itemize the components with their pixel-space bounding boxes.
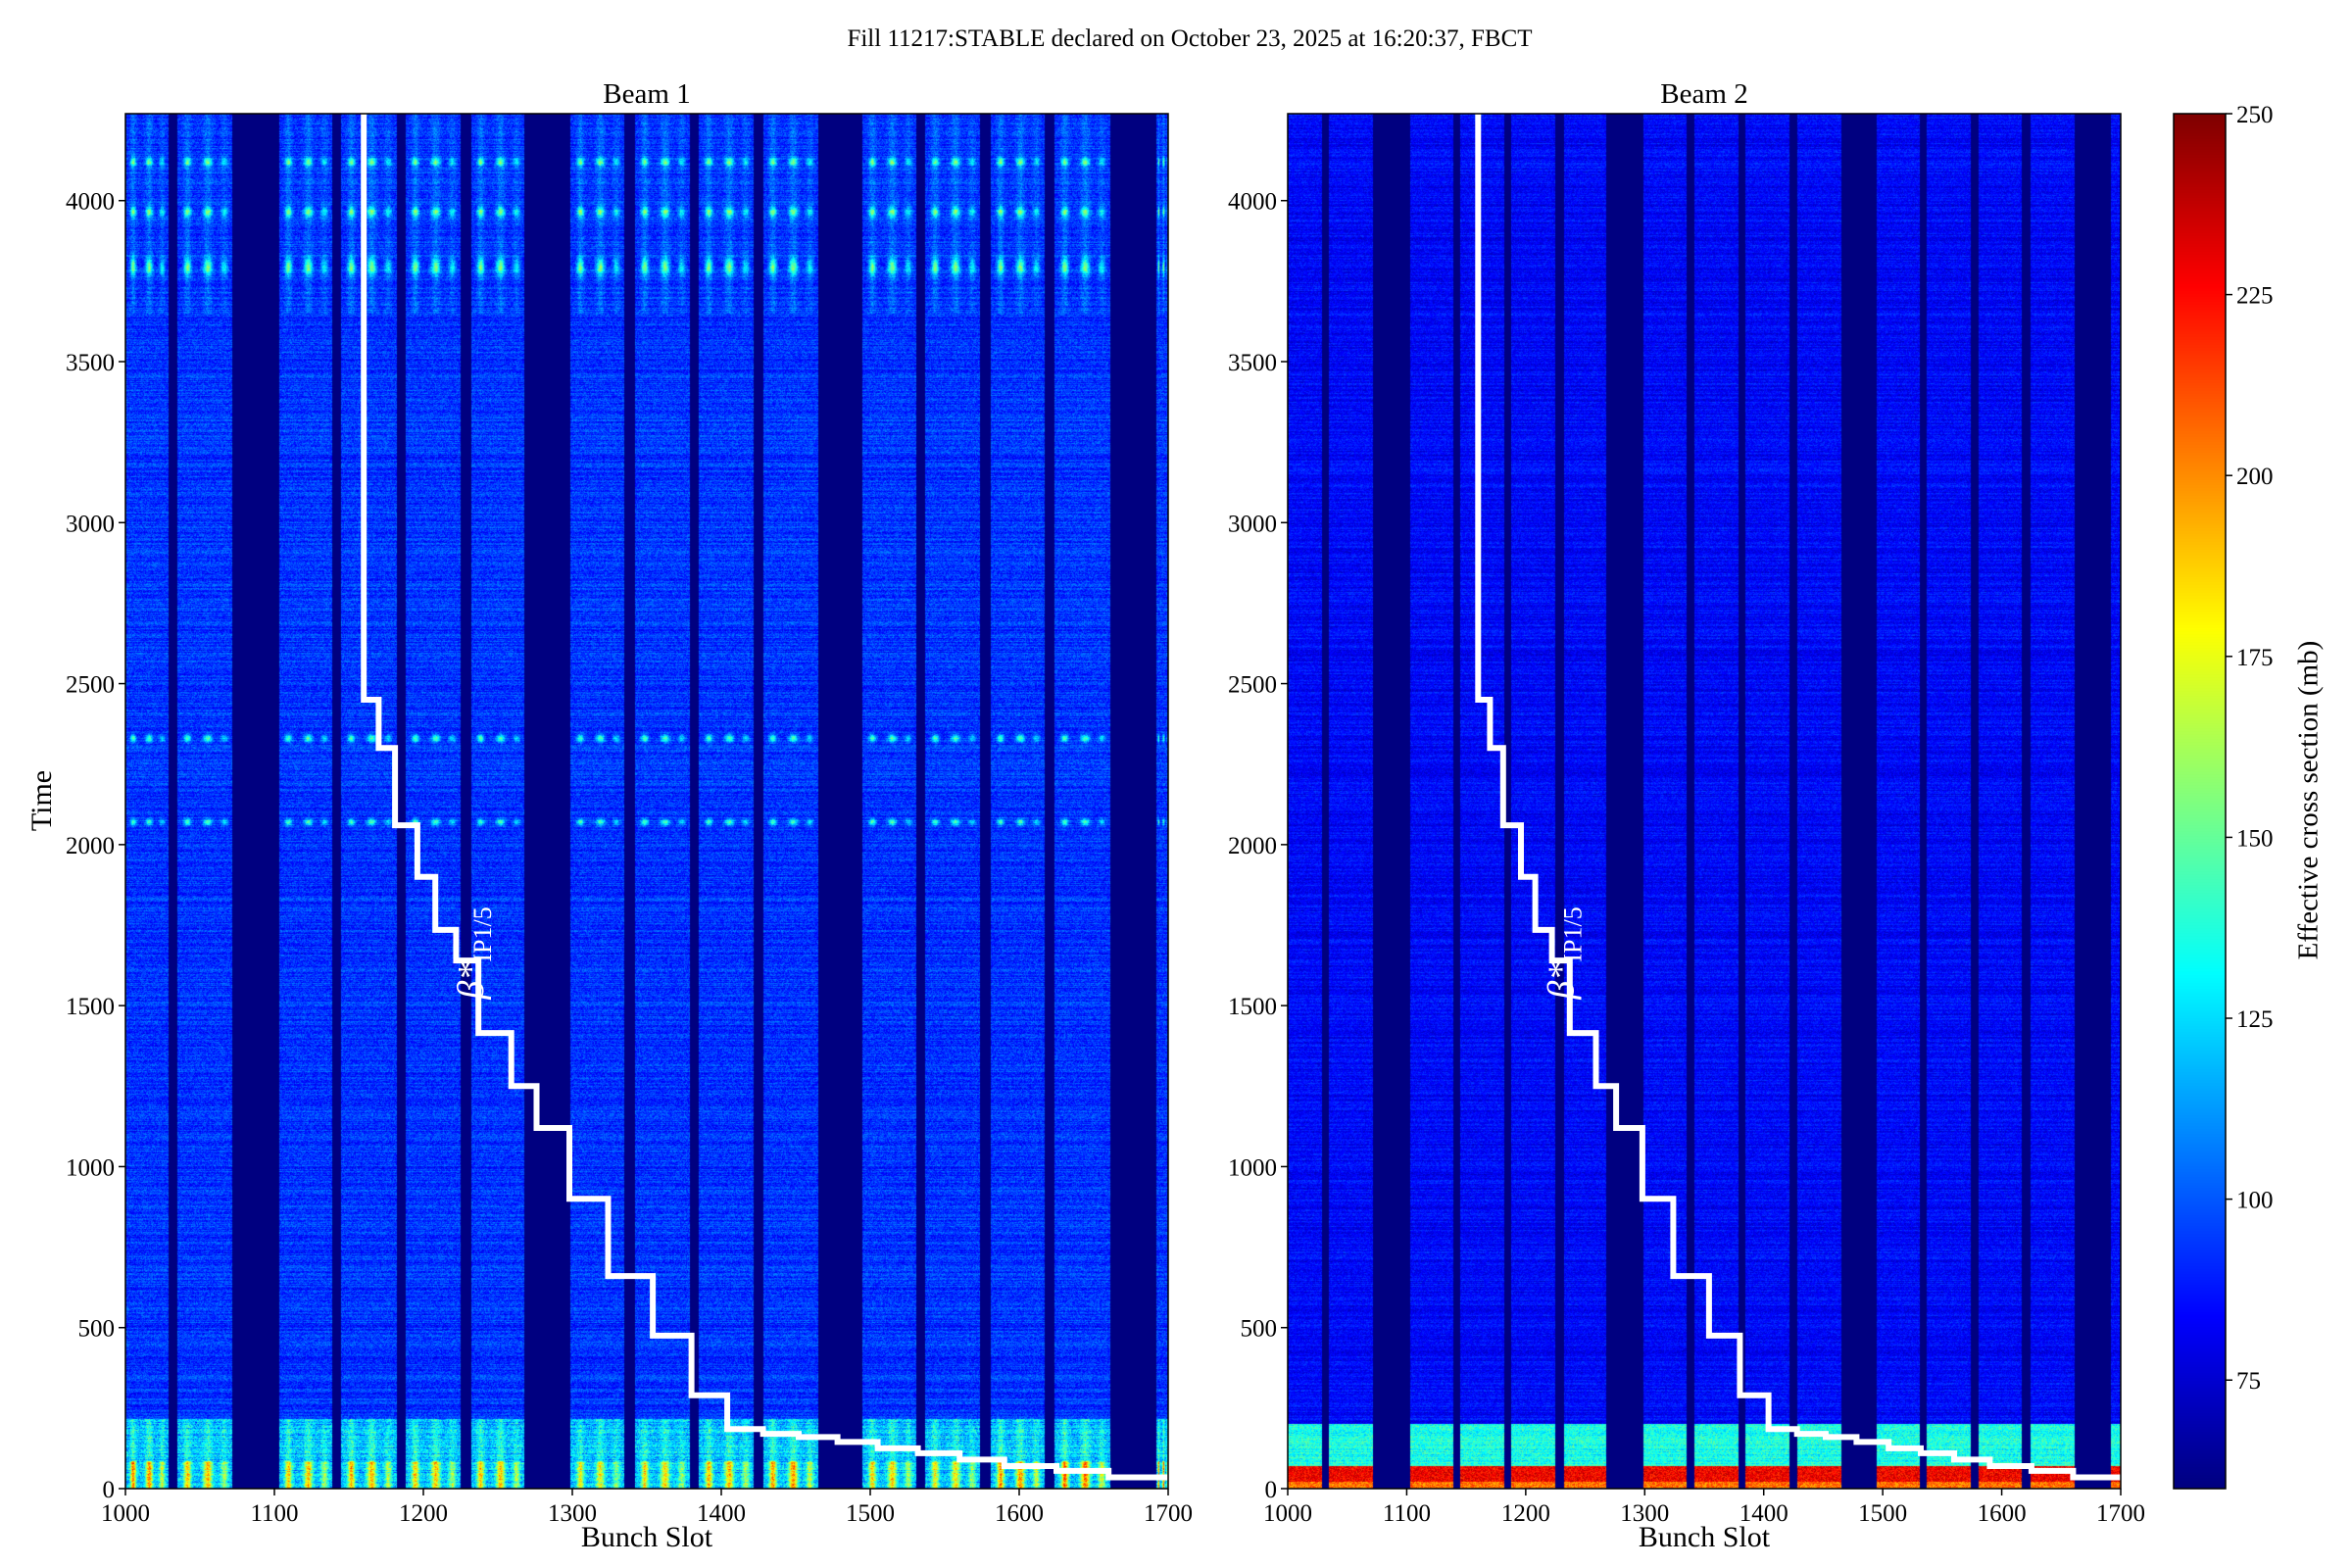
- x-tick-label: 1100: [1383, 1500, 1431, 1527]
- x-tick-label: 1300: [548, 1500, 597, 1527]
- colorbar-tick-label: 150: [2236, 825, 2274, 852]
- beam1-heatmap: [125, 114, 1168, 1489]
- beam2-title: Beam 2: [1660, 78, 1748, 110]
- colorbar-tick-label: 125: [2236, 1006, 2274, 1033]
- y-tick-label: 0: [103, 1477, 116, 1503]
- beta-star-step-line: [361, 114, 1168, 1481]
- y-tick-label: 1000: [66, 1154, 115, 1181]
- beta-star-step-line: [1475, 114, 2121, 1481]
- x-tick-label: 1100: [250, 1500, 298, 1527]
- y-tick-label: 2000: [66, 833, 115, 859]
- figure-title: Fill 11217:STABLE declared on October 23…: [847, 25, 1533, 52]
- x-tick-label: 1400: [697, 1500, 746, 1527]
- plot-frame: [1287, 113, 2122, 1490]
- colorbar-tick-label: 225: [2236, 283, 2274, 310]
- y-tick-label: 1000: [1228, 1154, 1277, 1181]
- beam1-title: Beam 1: [603, 78, 691, 110]
- x-tick-label: 1500: [1858, 1500, 1907, 1527]
- beam1-ylabel: Time: [25, 769, 58, 832]
- beam1-xlabel: Bunch Slot: [580, 1521, 713, 1553]
- y-tick-label: 3000: [66, 511, 115, 537]
- beam2-xlabel: Bunch Slot: [1638, 1521, 1771, 1553]
- colorbar-tick-label: 200: [2236, 464, 2274, 490]
- y-tick-label: 3000: [1228, 511, 1277, 537]
- x-tick-label: 1600: [995, 1500, 1044, 1527]
- x-tick-label: 1700: [1144, 1500, 1193, 1527]
- colorbar-label: Effective cross section (mb): [2292, 640, 2325, 960]
- y-tick-label: 0: [1265, 1477, 1278, 1503]
- colorbar-frame: [2173, 113, 2227, 1490]
- y-tick-label: 4000: [1228, 189, 1277, 216]
- beta-star-annotation: β*IP1/5: [1541, 906, 1587, 1000]
- y-tick-label: 3500: [66, 350, 115, 376]
- x-tick-label: 1200: [399, 1500, 448, 1527]
- plot-frame: [124, 113, 1169, 1490]
- y-tick-label: 500: [78, 1316, 116, 1343]
- colorbar-tick-label: 100: [2236, 1188, 2274, 1214]
- annotation-subscript: IP1/5: [468, 906, 497, 961]
- y-tick-label: 2500: [66, 672, 115, 699]
- colorbar-tick-label: 250: [2236, 102, 2274, 128]
- colorbar-tick-label: 175: [2236, 645, 2274, 671]
- x-tick-label: 1500: [846, 1500, 895, 1527]
- x-tick-label: 1300: [1620, 1500, 1669, 1527]
- colorbar-tick-label: 75: [2236, 1368, 2261, 1395]
- y-tick-label: 2500: [1228, 672, 1277, 699]
- colorbar: [2174, 114, 2226, 1489]
- y-tick-label: 2000: [1228, 833, 1277, 859]
- y-tick-label: 1500: [66, 994, 115, 1020]
- x-tick-label: 1700: [2096, 1500, 2145, 1527]
- beam2-heatmap: [1288, 114, 2121, 1489]
- y-tick-label: 4000: [66, 189, 115, 216]
- x-tick-label: 1000: [1263, 1500, 1312, 1527]
- x-tick-label: 1000: [101, 1500, 150, 1527]
- x-tick-label: 1200: [1501, 1500, 1550, 1527]
- y-tick-label: 500: [1241, 1316, 1278, 1343]
- y-tick-label: 3500: [1228, 350, 1277, 376]
- annotation-subscript: IP1/5: [1558, 906, 1587, 961]
- x-tick-label: 1400: [1740, 1500, 1788, 1527]
- y-tick-label: 1500: [1228, 994, 1277, 1020]
- x-tick-label: 1600: [1978, 1500, 2027, 1527]
